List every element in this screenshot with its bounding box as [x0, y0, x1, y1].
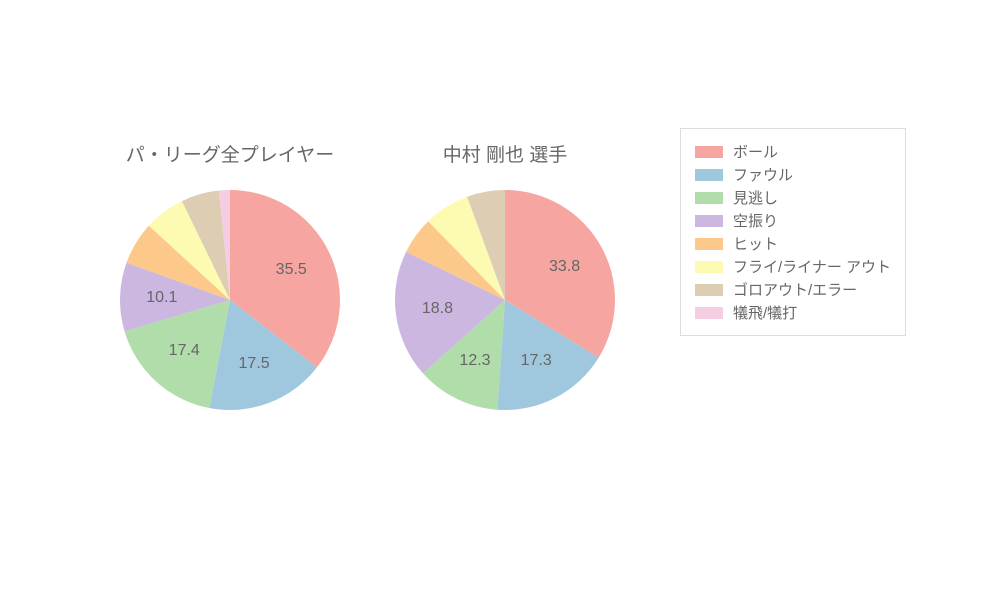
legend: ボールファウル見逃し空振りヒットフライ/ライナー アウトゴロアウト/エラー犠飛/… — [680, 128, 906, 336]
legend-item: フライ/ライナー アウト — [695, 256, 891, 277]
slice-label: 17.3 — [521, 352, 552, 370]
legend-item: 犠飛/犠打 — [695, 302, 891, 323]
legend-item: 見逃し — [695, 187, 891, 208]
legend-label: ゴロアウト/エラー — [733, 279, 857, 300]
pie-slice-fly_out — [149, 201, 230, 300]
pie-title: 中村 剛也 選手 — [443, 140, 568, 167]
legend-label: ファウル — [733, 164, 793, 185]
legend-swatch — [695, 284, 723, 296]
pie-slice-fly_out — [428, 197, 505, 300]
legend-swatch — [695, 307, 723, 319]
legend-label: ヒット — [733, 233, 778, 254]
legend-swatch — [695, 261, 723, 273]
pie-slice-ground_out — [182, 191, 230, 300]
legend-label: 空振り — [733, 210, 778, 231]
legend-swatch — [695, 215, 723, 227]
slice-label: 10.1 — [146, 289, 177, 307]
pie-title: パ・リーグ全プレイヤー — [126, 140, 334, 167]
slice-label: 17.5 — [239, 355, 270, 373]
pie-slice-hit — [127, 226, 230, 300]
legend-label: フライ/ライナー アウト — [733, 256, 891, 277]
legend-item: ファウル — [695, 164, 891, 185]
legend-item: 空振り — [695, 210, 891, 231]
pie-slice-hit — [406, 221, 505, 300]
slice-label: 33.8 — [549, 258, 580, 276]
legend-swatch — [695, 146, 723, 158]
legend-swatch — [695, 238, 723, 250]
legend-label: 見逃し — [733, 187, 778, 208]
slice-label: 12.3 — [459, 352, 490, 370]
pie-slice-sac — [219, 190, 230, 300]
pie-slice-ground_out — [467, 190, 505, 300]
legend-item: ゴロアウト/エラー — [695, 279, 891, 300]
chart-container: パ・リーグ全プレイヤー 35.5 17.5 17.4 10.1 中村 剛也 選手 33.8 1… — [0, 0, 1000, 600]
legend-label: 犠飛/犠打 — [733, 302, 797, 323]
slice-label: 18.8 — [422, 300, 453, 318]
slice-label: 35.5 — [276, 261, 307, 279]
legend-label: ボール — [733, 141, 778, 162]
legend-item: ヒット — [695, 233, 891, 254]
legend-item: ボール — [695, 141, 891, 162]
legend-swatch — [695, 169, 723, 181]
slice-label: 17.4 — [169, 342, 200, 360]
legend-swatch — [695, 192, 723, 204]
